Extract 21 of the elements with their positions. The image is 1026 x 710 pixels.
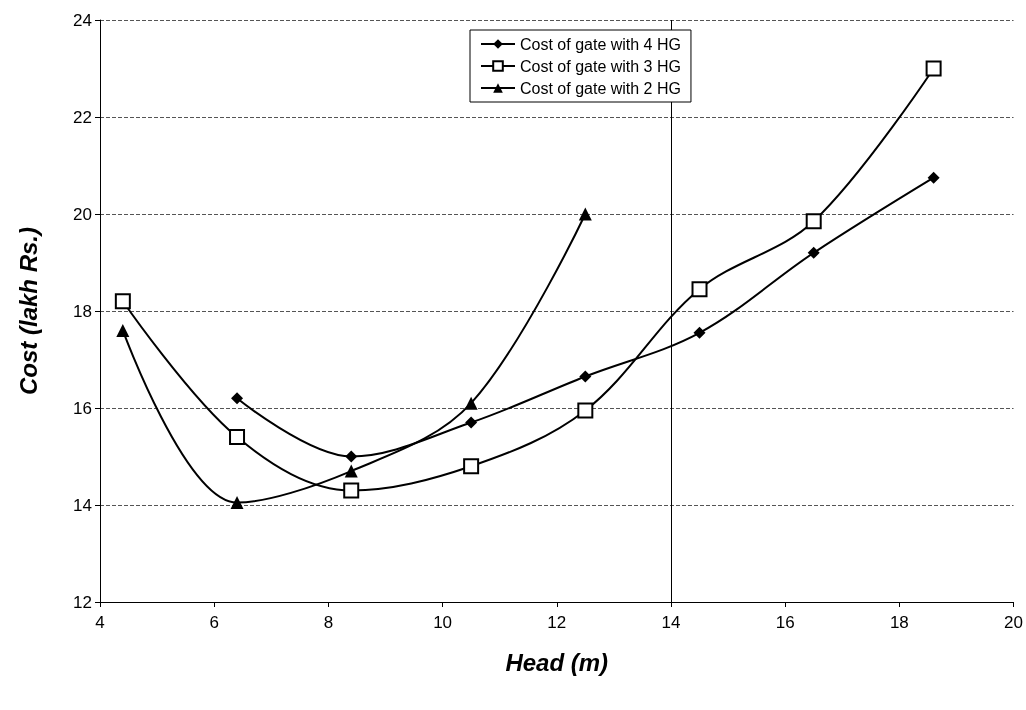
y-tick-label: 14 [73,495,92,515]
legend-label: Cost of gate with 3 HG [520,57,681,75]
x-tick-label: 14 [661,613,681,632]
legend-label: Cost of gate with 2 HG [520,79,681,97]
y-tick-label: 22 [73,107,92,127]
x-tick-label: 6 [209,613,219,632]
x-tick-label: 18 [889,613,909,632]
legend-label: Cost of gate with 4 HG [520,35,681,53]
x-tick-label: 20 [1004,613,1024,632]
x-axis-title: Head (m) [505,648,609,676]
y-tick-label: 20 [73,204,92,224]
x-tick-label: 4 [95,613,105,632]
y-axis-title: Cost (lakh Rs.) [14,226,42,396]
x-tick-label: 10 [433,613,453,632]
x-tick-label: 12 [547,613,567,632]
x-tick-label: 16 [775,613,795,632]
x-tick-label: 8 [323,613,334,632]
y-tick-label: 12 [73,592,92,612]
y-tick-label: 24 [73,10,92,30]
y-tick-label: 18 [73,301,92,321]
y-tick-label: 16 [73,398,92,418]
